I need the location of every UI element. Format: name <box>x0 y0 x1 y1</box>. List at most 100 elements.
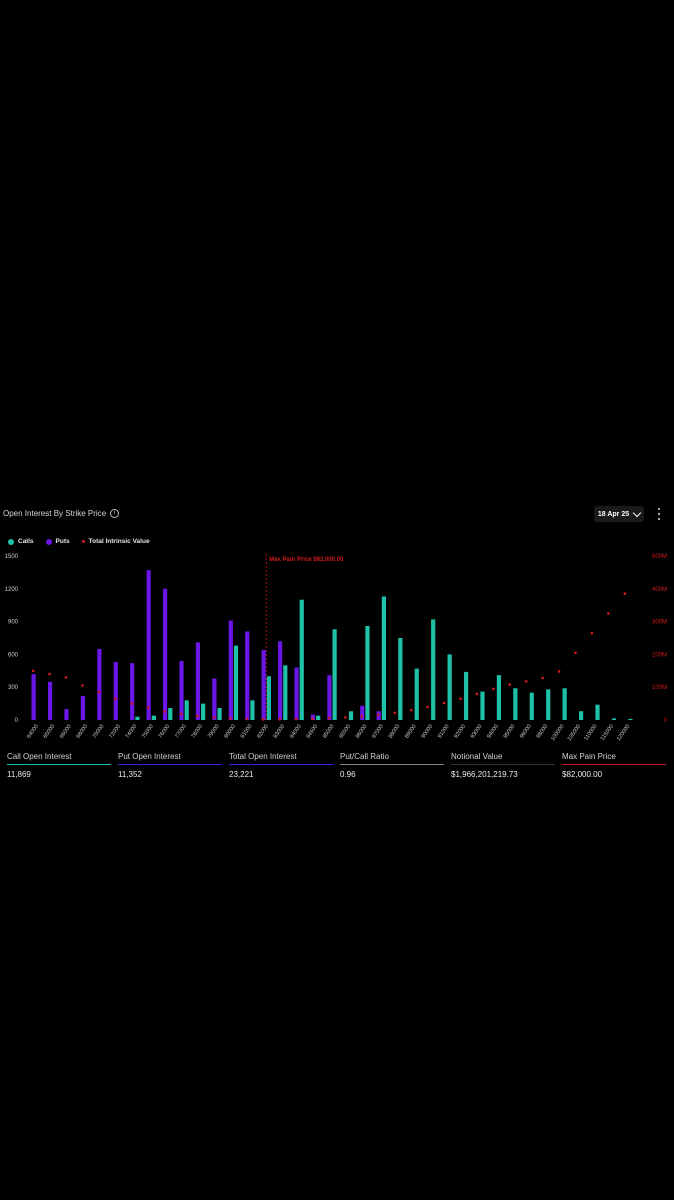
open-interest-chart: 0 300 600 900 1200 1500 0 100M 200M 300M 400M 500M 6… <box>5 554 668 742</box>
put-bar <box>162 588 168 720</box>
x-tick-label: 64000 <box>26 724 40 740</box>
put-bar <box>360 705 365 720</box>
x-tick-label: 75000 <box>141 724 155 740</box>
intrinsic-value-point <box>344 716 347 719</box>
legend-intrinsic[interactable]: Total Intrinsic Value <box>81 538 150 545</box>
x-tick-label: 85500 <box>338 724 352 740</box>
expiry-date-select[interactable]: 18 Apr 25 <box>594 506 644 522</box>
intrinsic-value-point <box>245 717 249 721</box>
call-bar <box>299 599 304 720</box>
chevron-down-icon <box>632 508 642 517</box>
call-bar <box>611 718 617 720</box>
intrinsic-value-point <box>294 717 298 721</box>
legend-calls[interactable]: Calls <box>8 538 34 545</box>
put-bar <box>113 662 118 720</box>
y2-tick-label: 0 <box>664 718 668 724</box>
call-bar <box>431 619 436 720</box>
call-bar <box>266 676 271 720</box>
intrinsic-value-point <box>327 716 331 720</box>
y-tick-label: 900 <box>8 620 19 626</box>
stat-value: 23,221 <box>229 770 254 779</box>
x-tick-label: 65000 <box>43 724 57 740</box>
x-tick-label: 95000 <box>503 724 517 740</box>
call-bar <box>151 715 156 720</box>
intrinsic-value-point <box>146 706 150 709</box>
put-bar <box>195 642 201 720</box>
stat-value: 0.96 <box>340 770 356 779</box>
intrinsic-value-point <box>376 713 380 717</box>
x-tick-label: 94000 <box>486 724 500 740</box>
call-bar <box>348 711 354 720</box>
puts-legend-dot <box>45 538 52 545</box>
intrinsic-value-point <box>64 676 68 679</box>
put-bar <box>80 695 86 720</box>
chart-legend: Calls Puts Total Intrinsic Value <box>8 538 150 545</box>
x-tick-label: 68000 <box>75 724 89 740</box>
stat-notional-value: Notional Value $1,966,201,219.73 <box>451 752 555 779</box>
put-bar <box>31 674 36 720</box>
x-tick-label: 70000 <box>92 724 106 740</box>
call-bar <box>513 688 518 720</box>
call-bar <box>414 668 419 720</box>
intrinsic-value-point <box>557 670 561 673</box>
x-tick-label: 91000 <box>437 724 451 740</box>
x-tick-label: 79000 <box>207 724 221 740</box>
call-bar <box>184 700 189 720</box>
intrinsic-value-point <box>426 705 429 709</box>
x-tick-label: 85000 <box>322 724 336 740</box>
x-tick-label: 84500 <box>306 724 320 740</box>
intrinsic-value-point <box>524 679 528 683</box>
intrinsic-value-point <box>360 715 364 718</box>
x-tick-label: 66000 <box>59 724 73 740</box>
intrinsic-value-point <box>212 716 216 719</box>
x-tick-label: 92000 <box>453 724 467 740</box>
intrinsic-value-point <box>311 717 314 720</box>
call-bar <box>628 718 633 720</box>
x-tick-label: 96000 <box>519 724 533 740</box>
y-tick-label: 1200 <box>5 587 19 593</box>
call-bar <box>381 596 386 720</box>
put-bar <box>310 714 316 720</box>
intrinsic-value-point <box>81 684 84 687</box>
intrinsic-value-point <box>607 612 610 615</box>
call-bar <box>250 700 255 720</box>
x-tick-label: 72000 <box>108 724 122 740</box>
intrinsic-legend-dot <box>81 540 85 543</box>
stat-label: Put Open Interest <box>118 752 222 765</box>
put-bar <box>97 648 102 720</box>
put-bar <box>261 650 266 720</box>
stat-value: 11,869 <box>7 770 31 779</box>
info-icon[interactable]: i <box>110 509 120 518</box>
stat-label: Total Open Interest <box>229 752 333 765</box>
call-bar <box>578 711 584 720</box>
y2-tick-label: 200M <box>652 652 667 658</box>
max-pain-label: Max Pain Price $82,000.00 <box>269 557 344 563</box>
intrinsic-value-point <box>31 669 35 673</box>
x-tick-label: 105000 <box>567 724 582 742</box>
call-bar <box>546 689 551 720</box>
kebab-menu-icon[interactable] <box>656 508 662 520</box>
chart-title: Open Interest By Strike Price <box>3 509 107 518</box>
call-bar <box>447 654 452 720</box>
x-tick-label: 81000 <box>240 724 254 740</box>
put-bar <box>212 678 217 720</box>
intrinsic-value-point <box>574 651 577 655</box>
call-bar <box>168 707 173 720</box>
call-bar <box>398 638 403 720</box>
stat-put-open-interest: Put Open Interest 11,352 <box>118 752 222 779</box>
x-tick-label: 93000 <box>470 724 484 740</box>
intrinsic-value-point <box>442 701 446 705</box>
y-tick-label: 1500 <box>5 554 19 560</box>
legend-puts[interactable]: Puts <box>45 538 70 545</box>
legend-intrinsic-label: Total Intrinsic Value <box>88 538 150 545</box>
put-bar <box>294 667 299 720</box>
x-tick-label: 120000 <box>616 724 631 742</box>
x-tick-label: 77000 <box>174 724 188 740</box>
y-tick-label: 300 <box>8 685 19 691</box>
intrinsic-value-point <box>508 683 512 686</box>
stat-total-open-interest: Total Open Interest 23,221 <box>229 752 333 779</box>
y2-tick-label: 300M <box>652 620 667 626</box>
stat-value: 11,352 <box>118 770 142 779</box>
y2-tick-label: 500M <box>652 554 667 560</box>
y2-tick-label: 100M <box>652 685 667 691</box>
